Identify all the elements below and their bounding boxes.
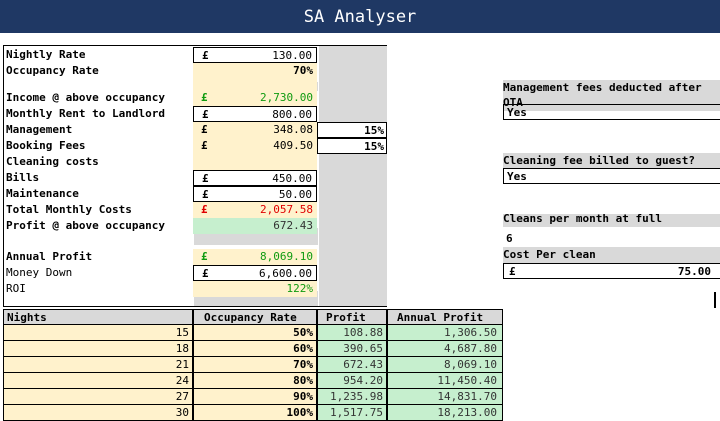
cleaning-costs-field bbox=[193, 154, 317, 170]
currency-symbol: £ bbox=[201, 203, 208, 216]
profit-cell: 1,517.75 bbox=[317, 405, 387, 421]
nights-cell: 21 bbox=[3, 357, 193, 373]
cost-per-clean-label: Cost Per clean bbox=[503, 247, 720, 263]
label-occupancy-rate: Occupancy Rate bbox=[6, 64, 99, 77]
profit-cell: 672.43 bbox=[317, 357, 387, 373]
header-annual-profit: Annual Profit bbox=[387, 309, 503, 325]
total-costs-field: £ 2,057.58 bbox=[193, 202, 317, 218]
occupancy-cell: 80% bbox=[193, 373, 317, 389]
label-cleaning-costs: Cleaning costs bbox=[6, 155, 99, 168]
roi-field: 122% bbox=[193, 281, 317, 297]
nightly-rate-field[interactable]: £ 130.00 bbox=[193, 47, 317, 63]
profit-cell: 390.65 bbox=[317, 341, 387, 357]
total-costs-value: 2,057.58 bbox=[260, 203, 313, 216]
money-down-value: 6,600.00 bbox=[259, 267, 312, 280]
rent-value: 800.00 bbox=[272, 108, 312, 121]
header-occupancy-rate: Occupancy Rate bbox=[193, 309, 317, 325]
header-profit: Profit bbox=[317, 309, 387, 325]
label-maintenance: Maintenance bbox=[6, 187, 79, 200]
label-profit: Profit @ above occupancy bbox=[6, 219, 165, 232]
yellow-spacer bbox=[193, 79, 317, 90]
label-annual-profit: Annual Profit bbox=[6, 250, 93, 263]
label-money-down: Money Down bbox=[6, 266, 73, 279]
income-value: 2,730.00 bbox=[260, 91, 313, 104]
currency-symbol: £ bbox=[202, 267, 209, 280]
currency-symbol: £ bbox=[201, 139, 208, 152]
cleans-per-month-label: Cleans per month at full bbox=[503, 214, 720, 227]
label-bills: Bills bbox=[6, 171, 40, 184]
money-down-field[interactable]: £ 6,600.00 bbox=[193, 265, 317, 281]
occupancy-rate-field[interactable]: 70% bbox=[193, 63, 317, 79]
mgmt-question-line1: Management fees deducted after bbox=[503, 80, 720, 96]
annual-profit-value: 8,069.10 bbox=[260, 250, 313, 263]
label-income: Income @ above occupancy bbox=[6, 91, 165, 104]
management-value: 348.08 bbox=[273, 123, 313, 136]
nights-cell: 15 bbox=[3, 325, 193, 341]
header-nights: Nights bbox=[3, 309, 193, 325]
bills-value: 450.00 bbox=[272, 172, 312, 185]
label-rent: Monthly Rent to Landlord bbox=[6, 107, 165, 120]
scroll-marker bbox=[714, 292, 716, 308]
profit-cell: 108.88 bbox=[317, 325, 387, 341]
annual-profit-cell: 18,213.00 bbox=[387, 405, 503, 421]
nights-cell: 24 bbox=[3, 373, 193, 389]
mgmt-question-line2: OTA bbox=[503, 95, 720, 111]
currency-symbol: £ bbox=[509, 265, 516, 278]
title-bar: SA Analyser bbox=[0, 0, 720, 33]
cost-per-clean-field[interactable]: £ 75.00 bbox=[503, 263, 720, 279]
cost-per-clean-value: 75.00 bbox=[677, 265, 711, 278]
annual-profit-field: £ 8,069.10 bbox=[193, 249, 317, 265]
currency-symbol: £ bbox=[202, 172, 209, 185]
booking-fees-field: £ 409.50 bbox=[193, 138, 317, 154]
occupancy-cell: 60% bbox=[193, 341, 317, 357]
nights-cell: 18 bbox=[3, 341, 193, 357]
label-management: Management bbox=[6, 123, 73, 136]
annual-profit-cell: 14,831.70 bbox=[387, 389, 503, 405]
annual-profit-cell: 11,450.40 bbox=[387, 373, 503, 389]
label-nightly-rate: Nightly Rate bbox=[6, 48, 86, 61]
mgmt-fees-select[interactable]: Yes bbox=[503, 104, 720, 120]
currency-symbol: £ bbox=[202, 108, 209, 121]
nights-cell: 27 bbox=[3, 389, 193, 405]
profit-cell: 954.20 bbox=[317, 373, 387, 389]
occupancy-cell: 90% bbox=[193, 389, 317, 405]
cleans-per-month-value[interactable]: 6 bbox=[506, 232, 513, 245]
occupancy-cell: 100% bbox=[193, 405, 317, 421]
income-field: £ 2,730.00 bbox=[193, 90, 317, 106]
occupancy-cell: 70% bbox=[193, 357, 317, 373]
grey-column bbox=[319, 46, 387, 306]
rent-field[interactable]: £ 800.00 bbox=[193, 106, 317, 122]
currency-symbol: £ bbox=[201, 91, 208, 104]
occupancy-cell: 50% bbox=[193, 325, 317, 341]
cleaning-fee-question: Cleaning fee billed to guest? bbox=[503, 153, 720, 169]
page-title: SA Analyser bbox=[303, 6, 417, 27]
booking-pct-field[interactable]: 15% bbox=[317, 138, 387, 154]
maintenance-field[interactable]: £ 50.00 bbox=[193, 186, 317, 202]
nights-cell: 30 bbox=[3, 405, 193, 421]
currency-symbol: £ bbox=[201, 250, 208, 263]
bills-field[interactable]: £ 450.00 bbox=[193, 170, 317, 186]
nightly-rate-value: 130.00 bbox=[272, 49, 312, 62]
annual-profit-cell: 4,687.80 bbox=[387, 341, 503, 357]
profit-cell: 1,235.98 bbox=[317, 389, 387, 405]
currency-symbol: £ bbox=[202, 49, 209, 62]
currency-symbol: £ bbox=[201, 123, 208, 136]
label-roi: ROI bbox=[6, 282, 26, 295]
label-total-costs: Total Monthly Costs bbox=[6, 203, 132, 216]
management-pct-field[interactable]: 15% bbox=[317, 122, 387, 138]
management-field: £ 348.08 bbox=[193, 122, 317, 138]
occupancy-table: Nights Occupancy Rate Profit Annual Prof… bbox=[3, 309, 503, 421]
maintenance-value: 50.00 bbox=[278, 188, 312, 201]
currency-symbol: £ bbox=[202, 188, 209, 201]
profit-field: 672.43 bbox=[193, 218, 317, 234]
cleaning-fee-select[interactable]: Yes bbox=[503, 168, 720, 184]
annual-profit-cell: 1,306.50 bbox=[387, 325, 503, 341]
label-booking-fees: Booking Fees bbox=[6, 139, 86, 152]
annual-profit-cell: 8,069.10 bbox=[387, 357, 503, 373]
booking-fees-value: 409.50 bbox=[273, 139, 313, 152]
